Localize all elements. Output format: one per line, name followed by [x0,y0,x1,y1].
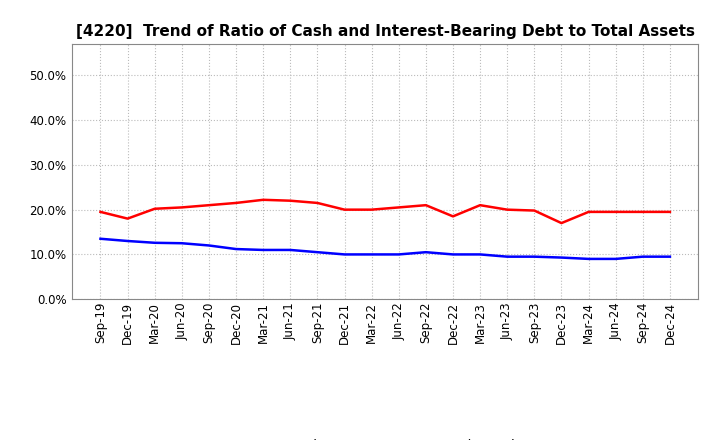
Interest-Bearing Debt [665,254,674,259]
Interest-Bearing Debt [232,246,240,252]
Interest-Bearing Debt [395,252,403,257]
Cash [421,202,430,208]
Interest-Bearing Debt [313,249,322,255]
Cash [259,197,268,202]
Cash [150,206,159,211]
Interest-Bearing Debt [584,256,593,261]
Cash [286,198,294,203]
Cash [123,216,132,221]
Interest-Bearing Debt [150,240,159,246]
Legend: Cash, Interest-Bearing Debt: Cash, Interest-Bearing Debt [246,439,525,440]
Interest-Bearing Debt [421,249,430,255]
Cash [395,205,403,210]
Cash [341,207,349,212]
Line: Cash: Cash [101,200,670,223]
Interest-Bearing Debt [259,247,268,253]
Interest-Bearing Debt [639,254,647,259]
Cash [665,209,674,215]
Cash [503,207,511,212]
Interest-Bearing Debt [449,252,457,257]
Interest-Bearing Debt [476,252,485,257]
Interest-Bearing Debt [204,243,213,248]
Interest-Bearing Debt [611,256,620,261]
Cash [313,200,322,205]
Cash [178,205,186,210]
Cash [639,209,647,215]
Cash [367,207,376,212]
Interest-Bearing Debt [341,252,349,257]
Interest-Bearing Debt [178,241,186,246]
Cash [232,200,240,205]
Interest-Bearing Debt [503,254,511,259]
Interest-Bearing Debt [530,254,539,259]
Cash [557,220,566,226]
Cash [530,208,539,213]
Interest-Bearing Debt [96,236,105,242]
Cash [476,202,485,208]
Cash [611,209,620,215]
Interest-Bearing Debt [123,238,132,244]
Cash [584,209,593,215]
Interest-Bearing Debt [557,255,566,260]
Interest-Bearing Debt [286,247,294,253]
Cash [449,214,457,219]
Interest-Bearing Debt [367,252,376,257]
Cash [204,202,213,208]
Line: Interest-Bearing Debt: Interest-Bearing Debt [101,239,670,259]
Title: [4220]  Trend of Ratio of Cash and Interest-Bearing Debt to Total Assets: [4220] Trend of Ratio of Cash and Intere… [76,24,695,39]
Cash [96,209,105,215]
